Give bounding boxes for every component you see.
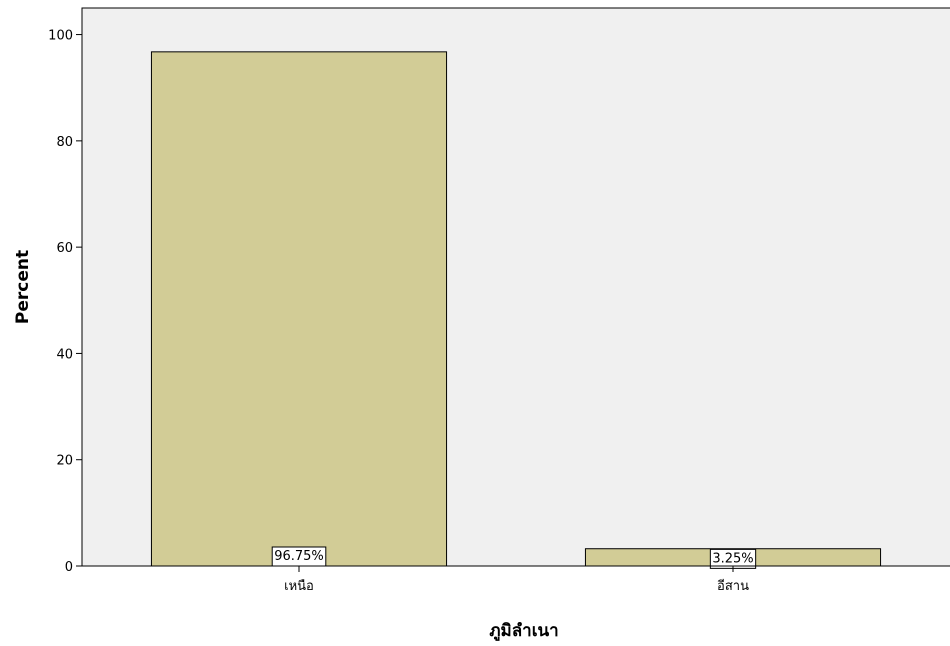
x-axis: เหนือ อีสาน [82, 565, 950, 594]
y-tick-label: 100 [48, 29, 73, 44]
data-labels-group: 96.75% 3.25% [271, 546, 757, 569]
data-label-1: 96.75% [274, 549, 324, 564]
y-tick-label: 20 [56, 454, 73, 469]
y-tick-label: 60 [56, 241, 73, 256]
x-axis-title: ภูมิลำเนา [489, 621, 558, 642]
y-axis-title: Percent [13, 250, 33, 324]
x-tick-label: เหนือ [284, 578, 314, 594]
y-tick-label: 40 [56, 347, 73, 362]
bar-1 [150, 51, 448, 567]
y-tick-label: 80 [56, 135, 73, 150]
y-axis: 0 20 40 60 80 100 [48, 8, 83, 575]
x-tick-label: อีสาน [717, 578, 749, 594]
bars-group [150, 51, 882, 567]
data-label-2: 3.25% [712, 551, 753, 566]
y-tick-label: 0 [65, 560, 73, 575]
